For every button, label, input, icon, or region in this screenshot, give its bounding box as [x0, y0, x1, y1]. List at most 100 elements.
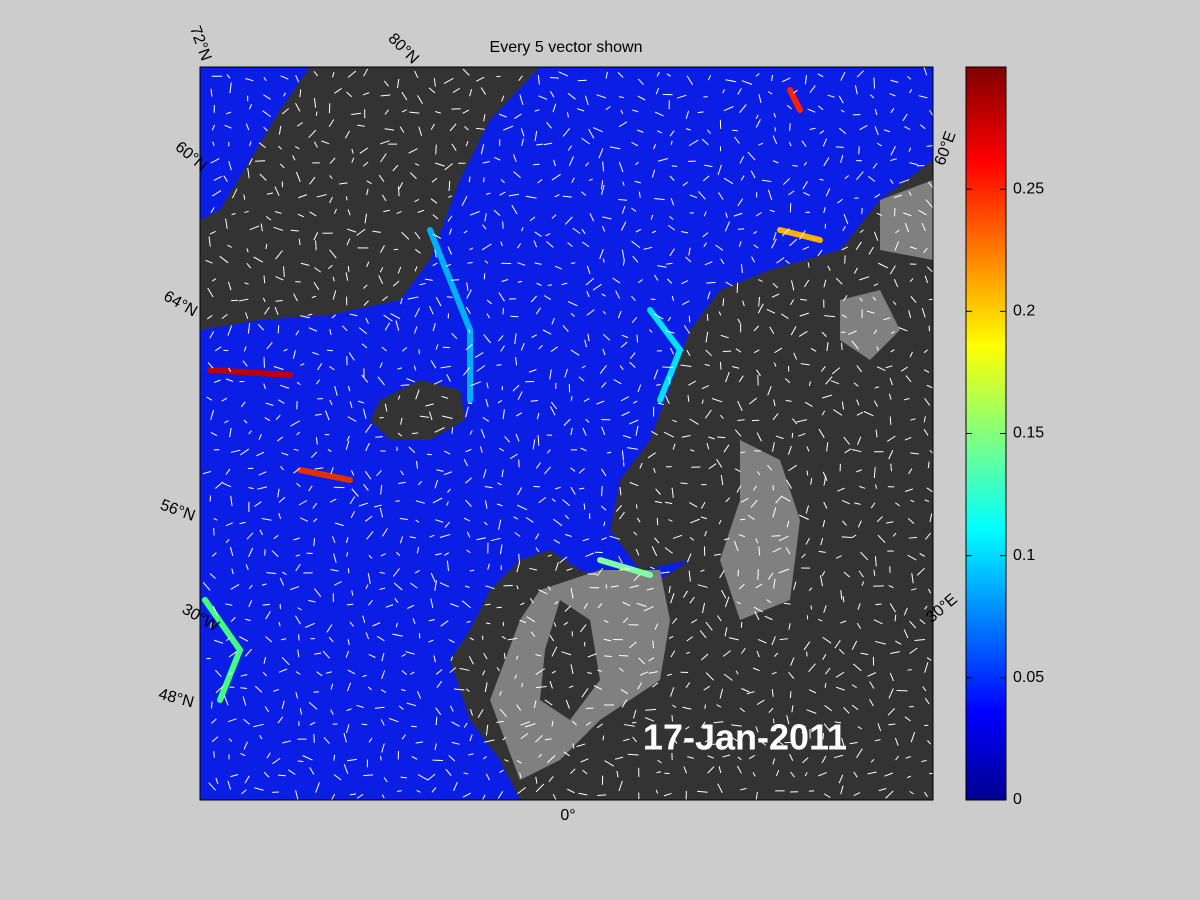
vector: [883, 317, 891, 321]
vector: [856, 70, 864, 78]
vector: [477, 709, 484, 719]
vector: [372, 622, 381, 627]
vector: [873, 467, 876, 479]
vector: [753, 244, 759, 249]
vector: [890, 463, 892, 472]
vector: [418, 126, 423, 137]
vector: [533, 163, 540, 166]
vector: [823, 207, 826, 214]
vector: [275, 414, 281, 420]
vector: [214, 346, 222, 352]
vector: [793, 352, 798, 360]
vector: [632, 400, 638, 404]
vector: [817, 249, 823, 257]
vector: [376, 635, 385, 642]
vector: [440, 620, 449, 627]
vector: [889, 179, 894, 184]
vector: [928, 588, 932, 594]
vector: [550, 346, 558, 353]
vector: [672, 419, 677, 423]
vector: [807, 262, 810, 268]
vector: [889, 93, 896, 97]
vector: [358, 400, 365, 404]
vector: [843, 571, 851, 578]
vector: [412, 618, 416, 624]
vector: [738, 375, 744, 383]
vector: [636, 334, 639, 343]
vector: [262, 671, 267, 677]
vector: [808, 790, 815, 792]
vector: [212, 605, 218, 617]
vector: [705, 331, 709, 343]
vector: [778, 568, 790, 574]
vector: [716, 704, 722, 708]
vector: [603, 521, 606, 527]
vector: [919, 553, 926, 557]
vector: [593, 685, 603, 690]
vector: [518, 553, 521, 564]
vector: [496, 667, 500, 672]
vector: [309, 211, 317, 217]
vector: [688, 139, 699, 147]
vector: [244, 648, 253, 657]
vector: [635, 161, 639, 166]
vector: [415, 519, 420, 523]
vector: [553, 518, 563, 527]
ocean: [200, 67, 310, 220]
vector: [380, 719, 385, 726]
vector: [398, 705, 404, 710]
vector: [271, 550, 279, 558]
vector: [401, 734, 406, 740]
vector: [553, 622, 557, 627]
vector: [737, 756, 742, 761]
vector: [758, 546, 761, 556]
vector: [752, 772, 756, 777]
vector: [515, 433, 520, 442]
vector: [810, 605, 813, 610]
vector: [364, 213, 368, 224]
vector: [734, 429, 742, 437]
vector: [538, 589, 548, 595]
vector: [208, 236, 211, 247]
vector: [367, 686, 372, 691]
vector: [790, 326, 797, 336]
vector: [444, 521, 451, 528]
vector: [779, 638, 789, 641]
vector: [923, 247, 928, 254]
vector: [381, 743, 385, 753]
vector: [501, 279, 509, 282]
vector: [819, 575, 823, 587]
vector: [333, 754, 336, 761]
map: [200, 67, 933, 800]
vector: [448, 195, 453, 198]
vector: [568, 685, 574, 689]
vector: [205, 259, 213, 264]
vector: [637, 78, 644, 86]
vector: [904, 716, 911, 722]
vector: [513, 154, 517, 162]
vector: [773, 232, 777, 241]
vector: [706, 281, 716, 284]
vector: [870, 94, 875, 99]
vector: [756, 650, 760, 658]
vector: [332, 723, 338, 725]
vector: [672, 737, 678, 744]
vector: [227, 281, 232, 291]
vector: [819, 130, 825, 135]
vector: [384, 109, 390, 115]
vector: [567, 92, 576, 100]
vector: [446, 296, 453, 298]
vector: [406, 378, 416, 383]
vector: [351, 148, 354, 154]
vector: [399, 536, 404, 544]
vector: [278, 668, 288, 673]
vector: [485, 773, 490, 781]
vector: [597, 603, 603, 609]
vector: [300, 363, 305, 366]
vector: [484, 260, 489, 264]
vector: [719, 361, 722, 370]
vector: [515, 412, 523, 417]
vector: [873, 400, 879, 407]
vector: [923, 416, 926, 423]
vector: [483, 755, 487, 760]
